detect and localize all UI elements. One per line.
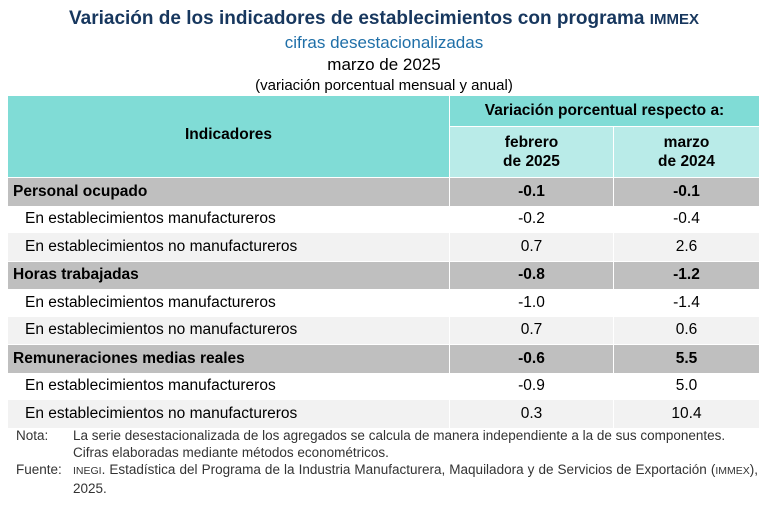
col-a-line2: de 2025 [503,153,560,170]
value-feb-2025: 0.7 [449,233,614,261]
row-label: En establecimientos no manufactureros [8,233,450,261]
col-header-group: Variación porcentual respecto a: [449,96,759,127]
table-row: En establecimientos manufactureros -0.9 5.… [8,372,759,400]
unit-note: (variación porcentual mensual y anual) [255,77,513,94]
fuente-body: . Estadística del Programa de la Industr… [101,462,716,477]
subtitle: cifras desestacionalizadas [284,33,484,52]
title-suffix: IMMEX [649,11,699,28]
nota-text-2: Cifras elaboradas mediante métodos econo… [73,445,389,460]
col-header-feb-2025: febrero de 2025 [449,126,614,178]
table-row: En establecimientos manufactureros -1.0 -1… [8,289,759,317]
value-mar-2024: 5.0 [613,372,759,400]
fuente-label: Fuente: [16,462,62,477]
col-b-line2: de 2024 [658,153,715,170]
value-feb-2025: 0.3 [449,400,614,428]
row-label: En establecimientos no manufactureros [8,400,450,428]
value-mar-2024: 2.6 [613,233,759,261]
row-label: En establecimientos no manufactureros [8,316,450,345]
col-b-line1: marzo [663,134,710,151]
title-text: Variación de los indicadores de establec… [69,8,645,29]
fuente-end: ), 2025. [73,462,758,496]
row-label: Remuneraciones medias reales [8,344,450,373]
footnotes: Nota: La serie desestacionalizada de los … [16,427,758,497]
category-row: Personal ocupado -0.1 -0.1 [8,177,759,206]
value-mar-2024: 5.5 [613,344,759,373]
nota-label: Nota: [16,428,49,443]
fuente-org: INEGI [73,465,102,477]
page-title: Variación de los indicadores de establec… [0,8,768,30]
col-a-line1: febrero [504,134,559,151]
table-row: En establecimientos manufactureros -0.2 -0… [8,205,759,233]
table-row: En establecimientos no manufactureros 0.7… [8,316,759,345]
value-feb-2025: -0.6 [449,344,614,373]
value-feb-2025: -0.2 [449,205,614,233]
value-feb-2025: -1.0 [449,289,614,317]
indicators-table: Indicadores Variación porcentual respect… [8,96,759,428]
row-label: Personal ocupado [8,177,450,206]
value-mar-2024: 0.6 [613,316,759,345]
fuente-text: INEGI. Estadística del Programa de la In… [73,461,758,497]
period: marzo de 2025 [327,55,441,74]
row-label: Horas trabajadas [8,260,450,289]
row-label: En establecimientos manufactureros [8,289,450,317]
value-feb-2025: -0.1 [449,177,614,206]
col-header-mar-2024: marzo de 2024 [613,126,759,178]
nota-text-1: La serie desestacionalizada de los agreg… [73,428,726,443]
table-row: En establecimientos no manufactureros 0.7… [8,233,759,261]
category-row: Horas trabajadas -0.8 -1.2 [8,260,759,289]
table-row: En establecimientos no manufactureros 0.3… [8,400,759,428]
value-mar-2024: -0.4 [613,205,759,233]
row-label: En establecimientos manufactureros [8,205,450,233]
value-mar-2024: 10.4 [613,400,759,428]
value-mar-2024: -1.4 [613,289,759,317]
category-row: Remuneraciones medias reales -0.6 5.5 [8,344,759,373]
value-mar-2024: -0.1 [613,177,759,206]
value-feb-2025: -0.9 [449,372,614,400]
fuente-abbr: IMMEX [715,465,750,477]
value-feb-2025: -0.8 [449,260,614,289]
value-feb-2025: 0.7 [449,316,614,345]
value-mar-2024: -1.2 [613,260,759,289]
row-label: En establecimientos manufactureros [8,372,450,400]
col-header-indicators: Indicadores [8,96,450,178]
